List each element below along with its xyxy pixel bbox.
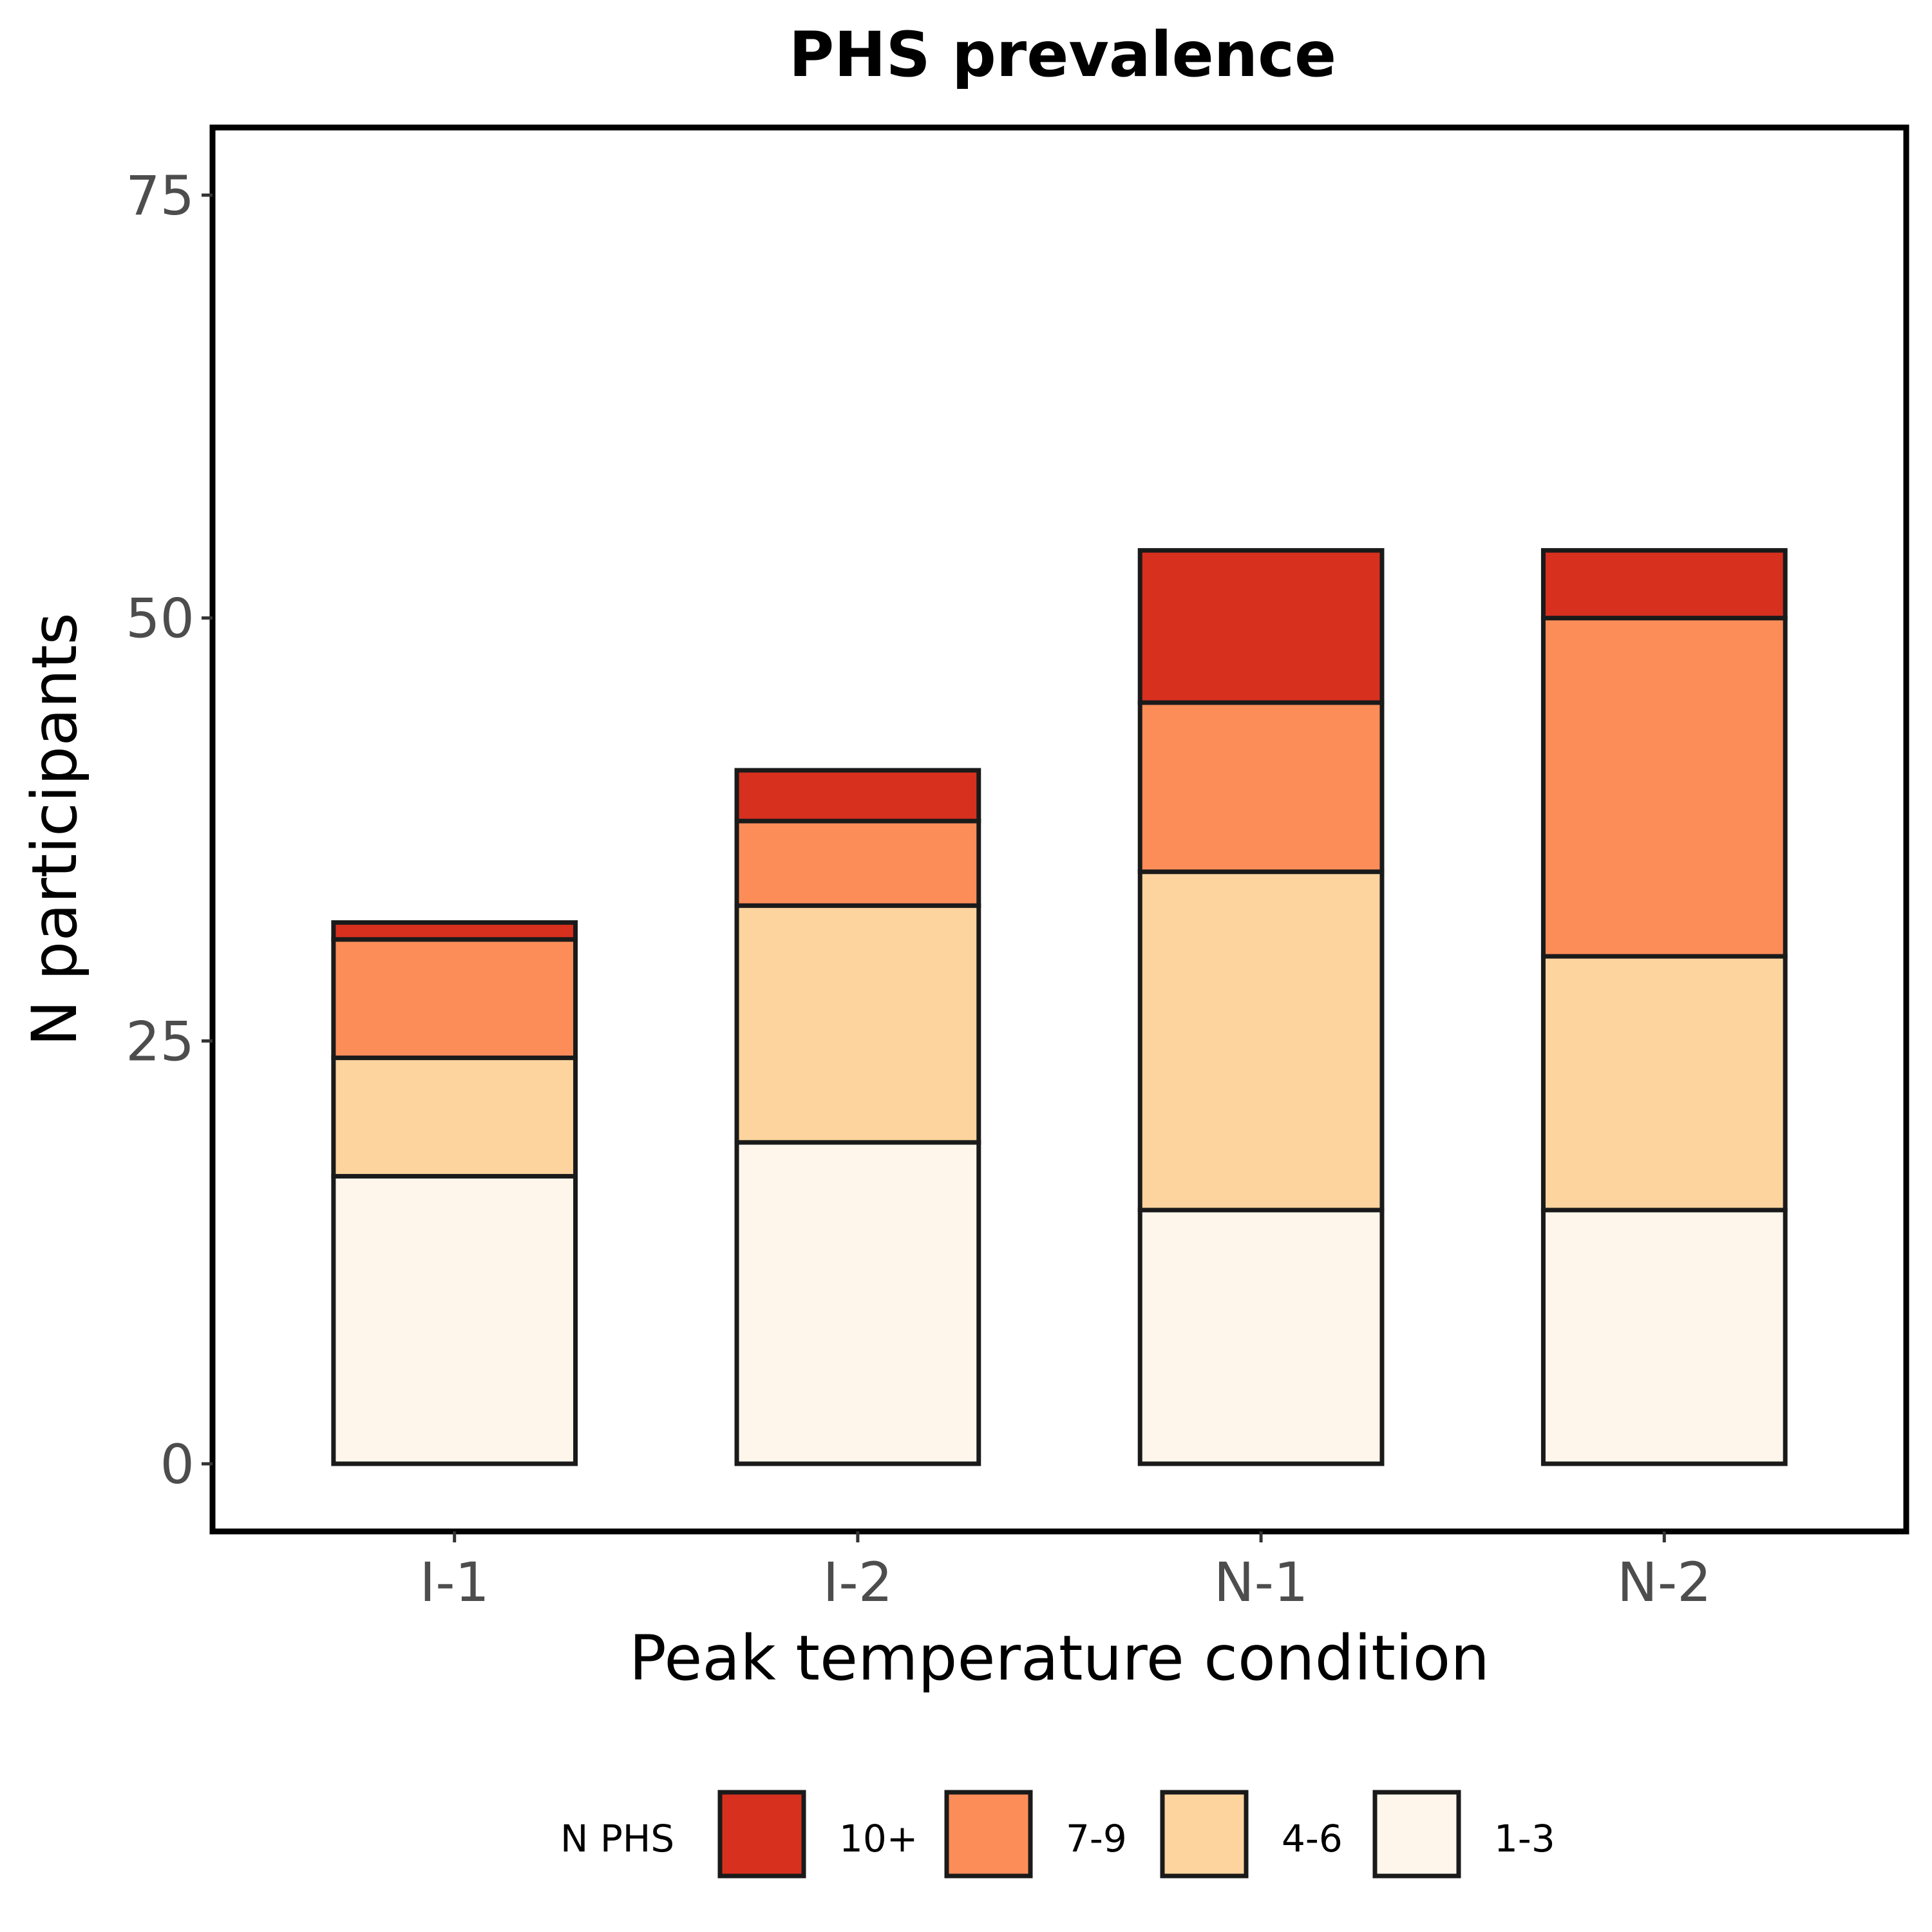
x-tick-label: I-1 [419,1551,489,1614]
bar-segment-i-1-7-9 [331,937,578,1061]
bar-segment-i-2-4-6 [734,903,981,1145]
x-axis-title: Peak temperature condition [629,1622,1490,1694]
bars [331,548,1788,1466]
x-axis: I-1 I-2 N-1 N-2 [419,1531,1712,1614]
bar-segment-n-2-10plus [1540,548,1788,621]
x-tick-label: N-1 [1214,1551,1309,1614]
legend-label: 1-3 [1494,1817,1555,1861]
bar-segment-i-1-1-3 [331,1173,578,1466]
y-axis: 0 25 50 75 [126,164,213,1496]
y-tick-label: 50 [126,587,194,650]
bar-segment-n-1-10plus [1137,548,1385,705]
y-tick-label: 0 [160,1433,194,1496]
bar-segment-n-2-7-9 [1540,616,1788,959]
legend-key-4-6 [1160,1790,1249,1879]
bar-segment-n-1-4-6 [1137,869,1385,1213]
bar-segment-n-2-4-6 [1540,954,1788,1213]
chart-title: PHS prevalence [789,19,1336,91]
bar-segment-i-2-1-3 [734,1140,981,1466]
x-tick-label: N-2 [1617,1551,1712,1614]
legend: N PHS 10+ 7-9 4-6 1-3 [560,1790,1555,1879]
legend-title: N PHS [560,1817,674,1861]
y-tick-label: 75 [126,164,194,227]
bar-segment-i-2-10plus [734,768,981,824]
legend-label: 4-6 [1282,1817,1343,1861]
legend-label: 7-9 [1066,1817,1127,1861]
x-tick-label: I-2 [823,1551,893,1614]
legend-key-1-3 [1372,1790,1461,1879]
y-axis-title: N participants [19,612,91,1046]
bar-segment-i-1-10plus [331,920,578,942]
bar-segment-i-1-4-6 [331,1056,578,1179]
bar-segment-n-1-1-3 [1137,1208,1385,1466]
legend-key-10plus [717,1790,806,1879]
y-tick-label: 25 [126,1010,194,1073]
bar-segment-n-2-1-3 [1540,1208,1788,1466]
bar-segment-n-1-7-9 [1137,700,1385,875]
legend-key-7-9 [944,1790,1033,1879]
bar-segment-i-2-7-9 [734,819,981,908]
legend-label: 10+ [839,1817,918,1861]
